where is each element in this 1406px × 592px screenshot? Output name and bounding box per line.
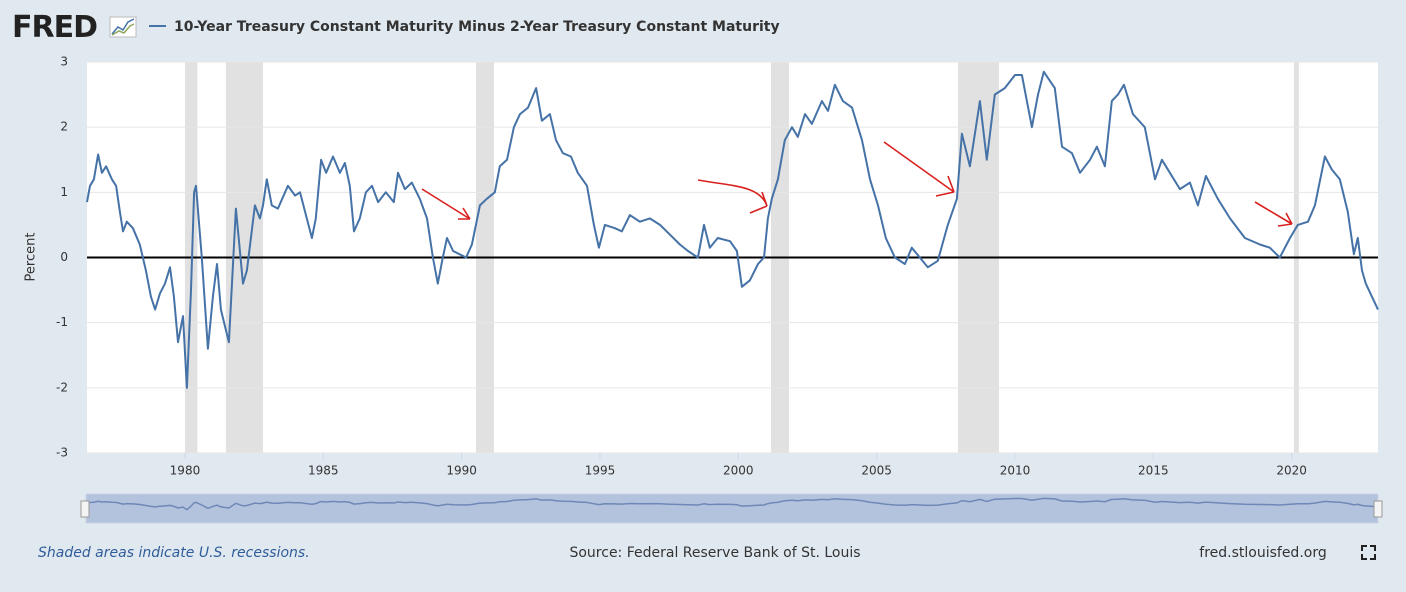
recession-note: Shaded areas indicate U.S. recessions. — [38, 545, 310, 561]
x-tick-label: 1995 — [585, 464, 616, 478]
logo-icon — [109, 16, 137, 38]
source: Source: Federal Reserve Bank of St. Loui… — [569, 545, 860, 561]
range-slider[interactable] — [85, 493, 1379, 524]
slider-handle[interactable] — [80, 500, 90, 518]
x-tick-label: 2015 — [1138, 464, 1169, 478]
x-tick-label: 2020 — [1276, 464, 1307, 478]
legend-label[interactable]: 10-Year Treasury Constant Maturity Minus… — [174, 19, 780, 35]
logo: FRED — [12, 10, 97, 45]
y-tick-label: -3 — [56, 446, 68, 460]
y-tick-label: 2 — [60, 120, 68, 134]
slider-preview — [86, 497, 1379, 511]
slider-track[interactable] — [85, 493, 1379, 524]
site-url[interactable]: fred.stlouisfed.org — [1199, 545, 1326, 561]
y-tick-label: -2 — [56, 380, 68, 394]
x-tick-label: 1985 — [308, 464, 339, 478]
series-line — [86, 70, 1379, 389]
x-tick-label: 1990 — [446, 464, 477, 478]
x-tick-label: 2000 — [723, 464, 754, 478]
y-tick-label: -1 — [56, 315, 68, 329]
y-axis-label: Percent — [24, 233, 39, 282]
x-tick-label: 2010 — [1000, 464, 1031, 478]
x-tick-label: 2005 — [861, 464, 892, 478]
x-tick-label: 1980 — [170, 464, 201, 478]
y-tick-label: 3 — [60, 55, 68, 69]
slider-handle[interactable] — [1373, 500, 1383, 518]
fullscreen-icon[interactable] — [1361, 545, 1376, 560]
y-tick-label: 0 — [60, 250, 68, 264]
annotation-arrows — [421, 141, 1293, 227]
y-tick-label: 1 — [60, 185, 68, 199]
